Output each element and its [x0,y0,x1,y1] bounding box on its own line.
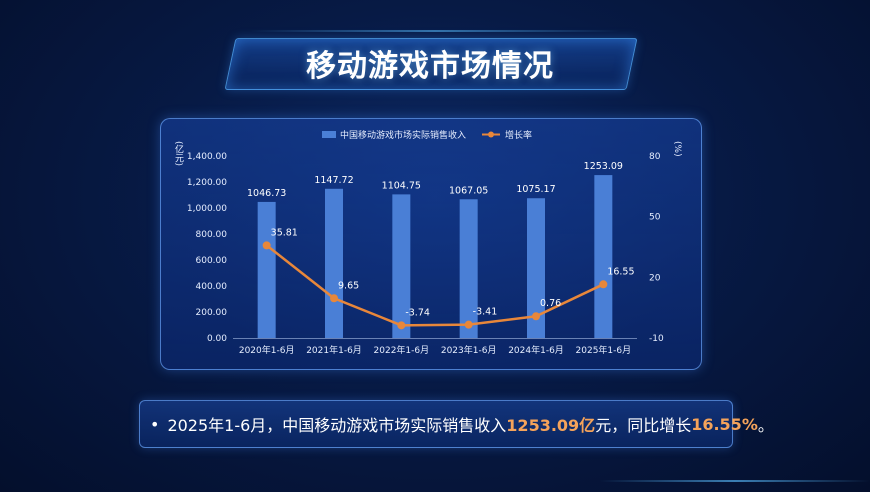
x-tick-label: 2020年1-6月 [239,344,295,356]
y-right-tick-label: -10 [649,334,664,344]
growth-value-label: 16.55 [607,266,634,277]
growth-value-label: 9.65 [338,280,359,291]
y-left-tick-label: 400.00 [196,282,228,292]
bar [527,198,545,338]
bar [325,188,343,338]
y-left-tick-label: 1,000.00 [187,204,227,214]
y-left-tick-label: 600.00 [196,256,228,266]
growth-point [464,320,473,329]
y-right-tick-label: 80 [649,152,661,162]
x-tick-label: 2023年1-6月 [441,344,497,356]
note-rate: 16.55% [691,414,758,434]
bar-value-label: 1046.73 [247,188,286,199]
y-left-tick-label: 1,200.00 [187,178,227,188]
chart-svg: 中国移动游戏市场实际销售收入 增长率 0.00 200.00 400.00 600.00 8… [173,129,682,356]
bar-value-label: 1075.17 [516,184,555,195]
growth-point [397,321,406,330]
bar-value-label: 1104.75 [382,180,421,191]
x-tick-label: 2025年1-6月 [576,344,632,356]
bar [459,199,478,338]
x-tick-label: 2024年1-6月 [508,344,564,356]
y-left-axis-label: (亿元) [173,141,184,166]
growth-value-label: 35.81 [271,227,298,238]
legend-bar-label: 中国移动游戏市场实际销售收入 [340,129,466,141]
decor-line-bottom [600,480,870,482]
page-title: 移动游戏市场情况 [306,49,554,84]
legend-bar-swatch [322,131,336,138]
y-left-tick-label: 200.00 [196,308,228,318]
y-right-tick-label: 50 [649,213,661,223]
growth-point [262,241,271,250]
growth-point [532,312,540,321]
bar [392,194,411,338]
growth-line [265,244,604,327]
bar-value-label: 1147.72 [314,175,353,186]
bar-value-label: 1253.09 [584,161,623,172]
note-prefix: 2025年1-6月，中国移动游戏市场实际销售收入 [167,416,507,435]
legend-line-marker [488,131,494,138]
legend-line-label: 增长率 [505,129,532,141]
y-right-axis-label: (%) [672,141,682,157]
y-right-tick-label: 20 [649,273,661,283]
note-amount: 1253.09亿 [506,416,596,435]
x-tick-label: 2021年1-6月 [306,344,362,356]
growth-point [599,280,608,289]
note-suffix: 。 [757,416,774,435]
y-left-tick-label: 800.00 [196,230,228,240]
bar [594,175,613,338]
growth-point [330,294,338,303]
note-middle: 元，同比增长 [595,416,692,435]
y-left-tick-label: 1,400.00 [187,152,227,162]
note-bullet: • [150,414,160,434]
summary-note: • 2025年1-6月，中国移动游戏市场实际销售收入 1253.09亿 元，同比… [139,400,774,448]
bar-value-label: 1067.05 [449,185,488,196]
x-tick-label: 2022年1-6月 [374,344,430,356]
y-left-tick-label: 0.00 [207,334,227,344]
chart-card: 中国移动游戏市场实际销售收入 增长率 0.00 200.00 400.00 600.00 8… [160,118,702,370]
growth-value-label: -3.41 [473,307,498,318]
growth-value-label: -3.74 [405,307,430,318]
growth-value-label: 0.76 [540,298,561,309]
bar [257,201,276,338]
decor-line-top [250,30,620,32]
